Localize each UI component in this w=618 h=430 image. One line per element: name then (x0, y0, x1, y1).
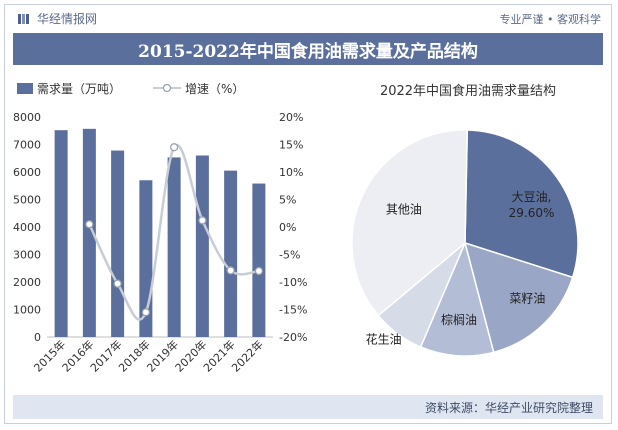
bar-line-chart: 需求量（万吨） 增速（%） 0 1000 2000 3000 4000 5000 6000 700… (13, 82, 307, 375)
bar (82, 128, 96, 337)
bar (252, 183, 266, 337)
y-tick-label: 5000 (13, 194, 41, 207)
source-note: 资料来源：华经产业研究院整理 (424, 401, 593, 415)
pie-label: 其他油 (386, 203, 422, 217)
bar (54, 130, 68, 337)
x-tick-label: 2022年 (229, 337, 266, 374)
growth-point (254, 266, 264, 276)
pie-slice (419, 240, 495, 357)
top-bar: 华经情报网 专业严谨 • 客观科学 (5, 5, 611, 31)
pie-slice (463, 241, 574, 354)
page-title: 2015-2022年中国食用油需求量及产品结构 (13, 33, 603, 65)
growth-point (85, 220, 94, 229)
y2-tick-label: -20% (279, 331, 307, 344)
bar (195, 155, 209, 337)
bar (111, 150, 125, 337)
bar (167, 157, 181, 337)
y2-tick-label: 0% (279, 221, 296, 234)
pie-label: 大豆油, (512, 190, 552, 204)
legend-swatch-demand (17, 83, 33, 94)
y-tick-label: 8000 (13, 111, 41, 124)
y2-tick-label: -15% (279, 304, 307, 317)
y2-tick-label: 20% (279, 111, 303, 124)
legend-label-demand: 需求量（万吨） (37, 82, 121, 96)
y-tick-label: 7000 (13, 139, 41, 152)
y-tick-label: 6000 (13, 166, 41, 179)
pie-slice (464, 129, 579, 279)
pie-label: 花生油 (366, 332, 402, 347)
y2-tick-label: 5% (279, 194, 296, 207)
growth-point (113, 279, 122, 288)
y-tick-label: 2000 (13, 276, 41, 289)
bar (224, 170, 238, 337)
legend-label-growth: 增速（%） (185, 82, 244, 96)
growth-point (226, 266, 235, 275)
pie-value-label: 29.60% (509, 206, 555, 220)
y2-tick-label: -5% (279, 249, 300, 262)
pie-title: 2022年中国食用油需求量结构 (380, 83, 556, 99)
y-tick-label: 0 (34, 331, 41, 344)
chart-legend: 需求量（万吨） 增速（%） (17, 82, 244, 96)
brand-name: 华经情报网 (37, 12, 98, 26)
y-tick-label: 1000 (13, 304, 41, 317)
brand-logo-icon (18, 13, 29, 24)
y2-tick-label: -10% (279, 276, 307, 289)
y-tick-label: 4000 (13, 221, 41, 234)
growth-point (169, 143, 179, 152)
brand: 华经情报网 (17, 10, 97, 27)
legend-marker-growth (162, 83, 172, 93)
infographic-frame: 华经情报网 专业严谨 • 客观科学 2015-2022年中国食用油需求量及产品结… (4, 4, 612, 424)
pie-slice (351, 129, 469, 317)
y-tick-label: 3000 (13, 249, 41, 262)
growth-point (198, 216, 207, 225)
slogan: 专业严谨 • 客观科学 (499, 13, 601, 26)
footer-bar: 资料来源：华经产业研究院整理 (13, 395, 603, 419)
y2-tick-label: 10% (279, 166, 303, 179)
pie-label: 棕榈油 (441, 312, 477, 327)
growth-point (141, 308, 151, 317)
pie-label: 菜籽油 (509, 291, 545, 305)
y2-tick-label: 15% (279, 139, 303, 152)
